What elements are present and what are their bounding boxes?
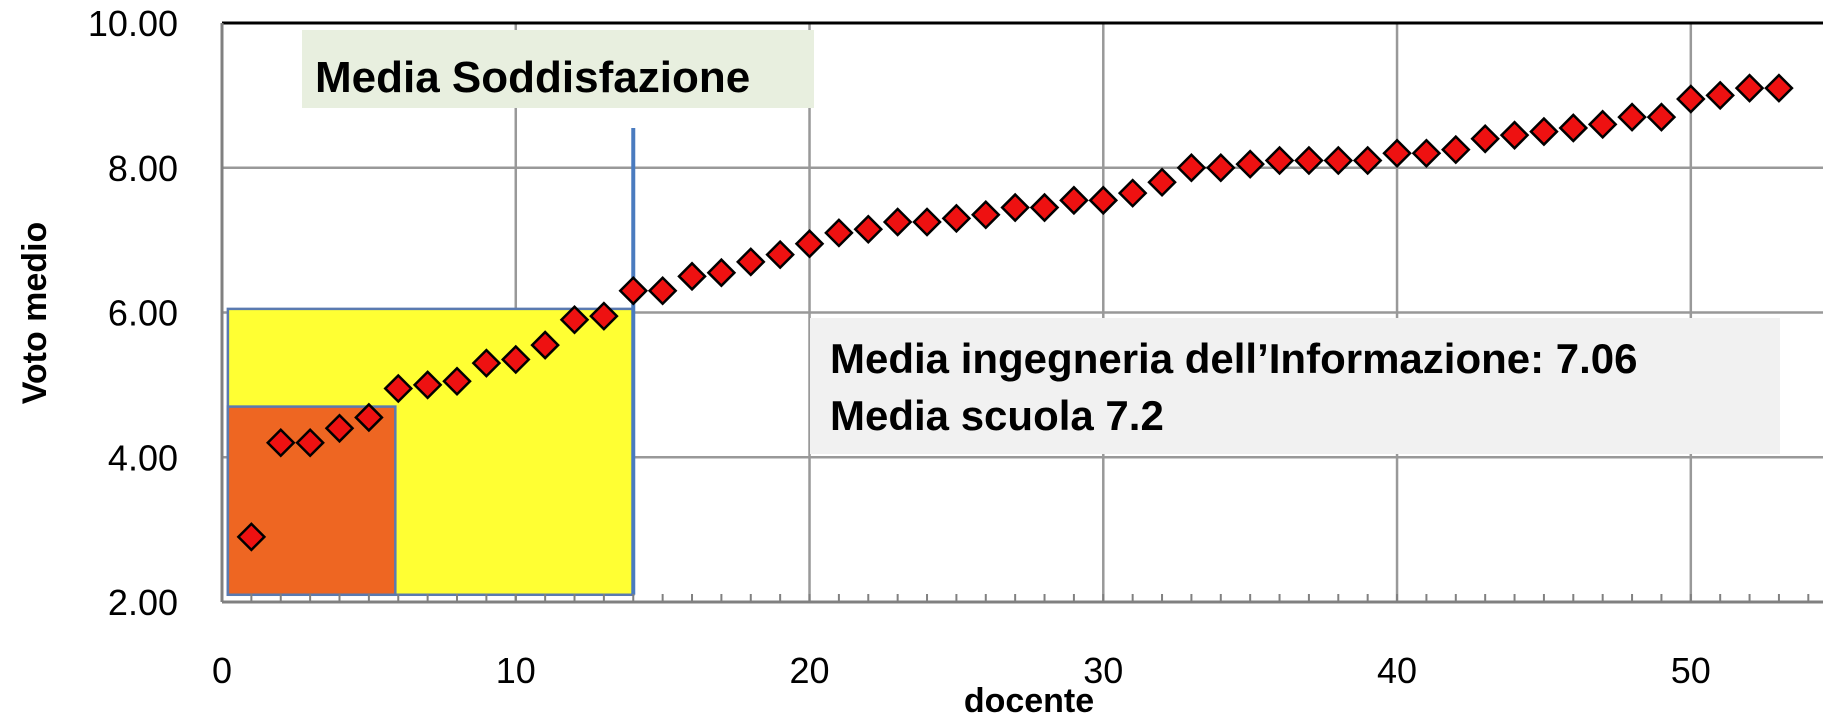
x-tick-label: 50: [1671, 650, 1711, 691]
data-point: [1470, 124, 1500, 154]
y-axis-title: Voto medio: [16, 222, 54, 405]
data-point: [1411, 138, 1442, 169]
data-point: [1676, 84, 1706, 114]
data-point: [236, 522, 267, 552]
y-tick-label: 4.00: [108, 437, 178, 478]
data-point: [1382, 138, 1412, 169]
data-point: [1646, 102, 1677, 132]
data-point: [647, 276, 678, 306]
data-point: [1117, 178, 1148, 208]
data-point: [1176, 152, 1207, 183]
data-point: [1294, 145, 1324, 176]
data-point: [677, 261, 707, 292]
data-point: [1352, 145, 1383, 176]
data-point: [530, 330, 560, 360]
data-point: [324, 413, 355, 444]
info-line-2: Media scuola 7.2: [830, 392, 1164, 439]
data-point: [295, 428, 325, 458]
data-points: [236, 73, 1794, 552]
data-point: [941, 203, 972, 234]
data-point: [618, 276, 649, 306]
data-point: [1705, 80, 1735, 111]
data-point: [1029, 192, 1060, 223]
y-tick-label: 6.00: [108, 293, 178, 334]
y-tick-label: 2.00: [108, 582, 178, 623]
x-tick-label: 40: [1377, 650, 1417, 691]
data-point: [1764, 73, 1794, 103]
data-point: [1558, 113, 1589, 143]
data-point: [824, 218, 854, 248]
x-tick-label: 30: [1083, 650, 1123, 691]
data-point: [765, 239, 795, 270]
data-point: [853, 214, 884, 245]
data-point: [1617, 102, 1647, 132]
y-tick-label: 10.00: [88, 3, 178, 44]
data-point: [1000, 192, 1030, 223]
data-point: [1587, 109, 1618, 140]
data-point: [1147, 167, 1177, 197]
data-point: [1088, 185, 1119, 216]
data-point: [383, 373, 414, 404]
x-tick-label: 10: [496, 650, 536, 691]
data-point: [1499, 120, 1530, 150]
x-axis-title: docente: [964, 682, 1094, 716]
y-tick-labels: 2.00 4.00 6.00 8.00 10.00: [88, 3, 178, 623]
data-point: [1734, 73, 1765, 103]
data-point: [912, 207, 942, 237]
data-point: [736, 247, 766, 277]
x-tick-labels: 0 10 20 30 40 50: [212, 650, 1711, 691]
info-box: Media ingegneria dell’Informazione: 7.06…: [810, 318, 1780, 454]
data-point: [1059, 185, 1089, 216]
data-point: [706, 257, 737, 288]
data-point: [882, 207, 913, 237]
data-point: [1529, 116, 1559, 147]
data-point: [1323, 145, 1354, 176]
y-tick-label: 8.00: [108, 148, 178, 189]
axes: [220, 21, 1823, 604]
data-point: [354, 402, 384, 433]
data-point: [500, 344, 531, 375]
x-tick-label: 20: [789, 650, 829, 691]
data-point: [971, 200, 1001, 230]
data-point: [412, 370, 443, 400]
data-point: [589, 301, 619, 331]
data-point: [1264, 145, 1295, 176]
x-tick-label: 0: [212, 650, 232, 691]
data-point: [265, 428, 296, 458]
data-point: [559, 304, 590, 335]
info-line-1: Media ingegneria dell’Informazione: 7.06: [830, 335, 1638, 382]
data-point: [1206, 152, 1236, 183]
data-point: [442, 366, 472, 397]
satisfaction-label: Media Soddisfazione: [315, 53, 750, 102]
data-point: [794, 228, 825, 259]
data-point: [1235, 149, 1265, 179]
data-point: [1441, 134, 1471, 165]
highlight-regions: [226, 307, 635, 597]
satisfaction-label-box: Media Soddisfazione: [302, 30, 814, 108]
data-point: [471, 348, 502, 378]
